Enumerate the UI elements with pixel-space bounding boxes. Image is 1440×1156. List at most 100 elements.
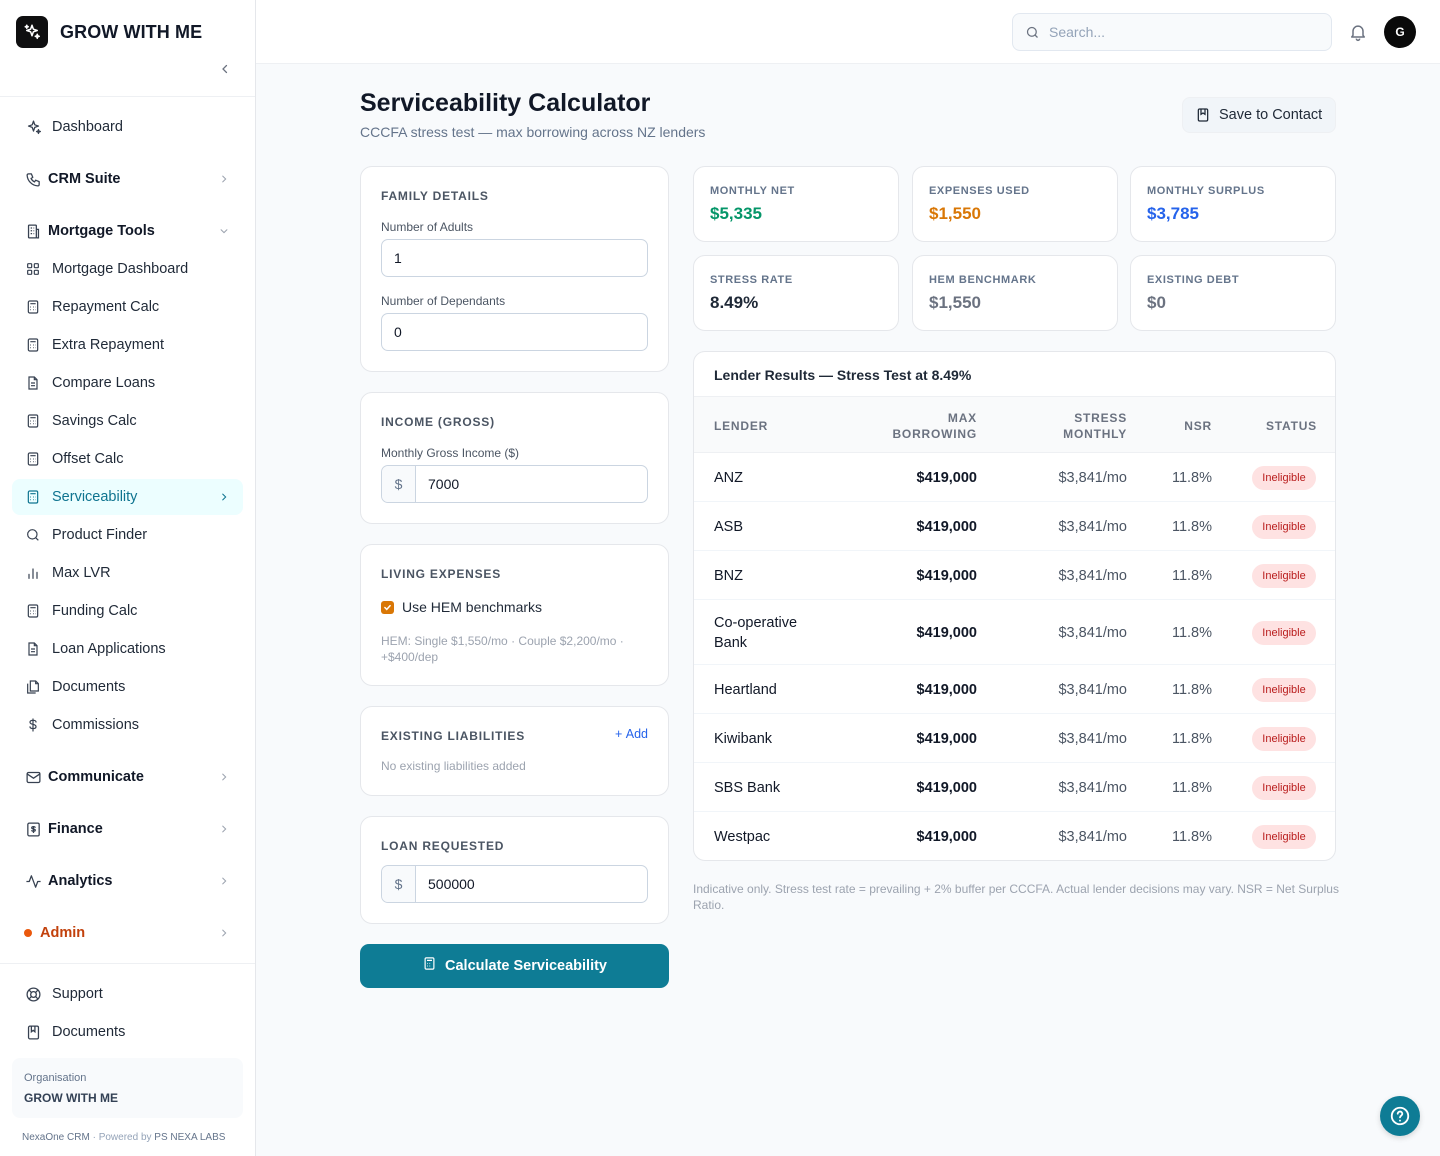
results-table-header: LENDER MAX BORROWING STRESS MONTHLY NSR ST… <box>694 396 1335 453</box>
adults-input[interactable] <box>394 240 634 276</box>
stress-monthly-cell: $3,841/mo <box>1058 567 1127 584</box>
dependants-input[interactable] <box>394 314 634 350</box>
lender-results-card: Lender Results — Stress Test at 8.49% LE… <box>693 351 1336 861</box>
stat-label: MONTHLY NET <box>710 185 795 197</box>
sidebar-group-admin[interactable]: Admin <box>12 915 243 951</box>
max-borrowing-cell: $419,000 <box>916 730 977 747</box>
loan-amount-field[interactable]: $ <box>381 865 648 903</box>
add-liability-button[interactable]: + Add <box>615 727 648 741</box>
table-row[interactable]: Westpac $419,000 $3,841/mo 11.8% Ineligible <box>694 812 1335 860</box>
mail-icon <box>24 768 42 786</box>
monthly-income-field[interactable]: $ <box>381 465 648 503</box>
living-expenses-card: LIVING EXPENSES Use HEM benchmarks HEM: … <box>360 544 669 686</box>
stat-value: $0 <box>1147 293 1166 312</box>
table-row[interactable]: Co-operative Bank $419,000 $3,841/mo 11.8% I… <box>694 600 1335 665</box>
sidebar-item-label: Extra Repayment <box>52 337 165 353</box>
table-row[interactable]: ANZ $419,000 $3,841/mo 11.8% Ineligible <box>694 453 1335 502</box>
hem-checkbox[interactable] <box>381 601 394 614</box>
lender-cell: Kiwibank <box>714 730 773 747</box>
stat-existing-debt: EXISTING DEBT $0 <box>1130 255 1336 331</box>
sidebar-item-product-finder[interactable]: Product Finder <box>12 517 243 553</box>
organisation-label: Organisation <box>24 1072 87 1084</box>
max-borrowing-cell: $419,000 <box>916 469 977 486</box>
nsr-cell: 11.8% <box>1171 828 1212 845</box>
sidebar-group-finance[interactable]: Finance <box>12 811 243 847</box>
user-avatar[interactable]: G <box>1384 16 1416 48</box>
dependants-field[interactable] <box>381 313 648 351</box>
sidebar-item-compare-loans[interactable]: Compare Loans <box>12 365 243 401</box>
calculator-icon <box>24 602 42 620</box>
collapse-sidebar-button[interactable] <box>216 60 234 78</box>
chevron-right-icon <box>217 874 231 888</box>
sidebar-item-mortgage-dashboard[interactable]: Mortgage Dashboard <box>12 251 243 287</box>
adults-field[interactable] <box>381 239 648 277</box>
hem-checkbox-label[interactable]: Use HEM benchmarks <box>402 599 543 615</box>
sidebar-group-mortgage-tools[interactable]: Mortgage Tools <box>12 213 243 249</box>
sidebar-item-label: Repayment Calc <box>52 299 160 315</box>
sidebar-item-repayment-calc[interactable]: Repayment Calc <box>12 289 243 325</box>
column-header-status: STATUS <box>1265 419 1317 433</box>
existing-liabilities-card: EXISTING LIABILITIES + Add No existing l… <box>360 706 669 796</box>
sidebar-item-commissions[interactable]: Commissions <box>12 707 243 743</box>
column-header-line: MAX <box>947 411 977 425</box>
sidebar-group-communicate[interactable]: Communicate <box>12 759 243 795</box>
chevron-down-icon <box>217 224 231 238</box>
chevron-right-icon <box>217 172 231 186</box>
dollar-icon <box>24 716 42 734</box>
sidebar-item-extra-repayment[interactable]: Extra Repayment <box>12 327 243 363</box>
sidebar-item-support[interactable]: Support <box>12 976 243 1012</box>
company-name: PS NEXA LABS <box>154 1132 226 1143</box>
monthly-income-input[interactable] <box>428 466 638 502</box>
table-row[interactable]: Heartland $419,000 $3,841/mo 11.8% Ineligibl… <box>694 665 1335 714</box>
disclaimer-note: Indicative only. Stress test rate = prev… <box>693 882 1339 912</box>
sidebar-item-funding-calc[interactable]: Funding Calc <box>12 593 243 629</box>
table-row[interactable]: Kiwibank $419,000 $3,841/mo 11.8% Ineligible <box>694 714 1335 763</box>
sidebar-item-max-lvr[interactable]: Max LVR <box>12 555 243 591</box>
help-button[interactable] <box>1380 1096 1420 1136</box>
table-row[interactable]: BNZ $419,000 $3,841/mo 11.8% Ineligible <box>694 551 1335 600</box>
max-borrowing-cell: $419,000 <box>916 779 977 796</box>
sidebar-divider <box>0 96 255 97</box>
sidebar-item-label: Dashboard <box>52 119 123 135</box>
sidebar-item-label: Commissions <box>52 717 140 733</box>
brand[interactable]: GROW WITH ME <box>16 16 202 48</box>
calculator-icon <box>24 298 42 316</box>
nsr-cell: 11.8% <box>1171 779 1212 796</box>
stat-label: MONTHLY SURPLUS <box>1147 185 1265 197</box>
calculator-icon <box>24 412 42 430</box>
admin-dot-icon <box>24 929 32 937</box>
brand-name: GROW WITH ME <box>60 21 203 42</box>
income-title: INCOME (GROSS) <box>381 415 495 429</box>
sidebar-item-label: Savings Calc <box>52 413 137 429</box>
table-row[interactable]: SBS Bank $419,000 $3,841/mo 11.8% Ineligible <box>694 763 1335 812</box>
stat-monthly-surplus: MONTHLY SURPLUS $3,785 <box>1130 166 1336 242</box>
document-icon <box>24 374 42 392</box>
sidebar-group-analytics[interactable]: Analytics <box>12 863 243 899</box>
table-row[interactable]: ASB $419,000 $3,841/mo 11.8% Ineligible <box>694 502 1335 551</box>
stress-monthly-cell: $3,841/mo <box>1058 828 1127 845</box>
save-to-contact-button[interactable]: Save to Contact <box>1182 97 1336 133</box>
sidebar-group-crm-suite[interactable]: CRM Suite <box>12 161 243 197</box>
sidebar-divider <box>0 963 255 964</box>
max-borrowing-cell: $419,000 <box>916 567 977 584</box>
loan-amount-input[interactable] <box>428 866 638 902</box>
sidebar-item-serviceability[interactable]: Serviceability <box>12 479 243 515</box>
search-box[interactable] <box>1012 13 1332 51</box>
bell-icon[interactable] <box>1348 22 1368 47</box>
sidebar-item-savings-calc[interactable]: Savings Calc <box>12 403 243 439</box>
sidebar-item-label: Documents <box>52 1024 126 1040</box>
stress-monthly-cell: $3,841/mo <box>1058 469 1127 486</box>
sidebar-item-documents[interactable]: Documents <box>12 669 243 705</box>
loan-requested-card: LOAN REQUESTED $ <box>360 816 669 924</box>
stress-monthly-cell: $3,841/mo <box>1058 730 1127 747</box>
sidebar-item-loan-applications[interactable]: Loan Applications <box>12 631 243 667</box>
organisation-box[interactable]: Organisation GROW WITH ME <box>12 1058 243 1118</box>
search-input[interactable] <box>1049 14 1319 50</box>
app-name: NexaOne CRM <box>22 1132 90 1143</box>
sidebar-item-dashboard[interactable]: Dashboard <box>12 109 243 145</box>
sidebar-item-offset-calc[interactable]: Offset Calc <box>12 441 243 477</box>
lender-cell: ANZ <box>714 469 743 486</box>
chevron-right-icon <box>217 490 231 504</box>
calculate-serviceability-button[interactable]: Calculate Serviceability <box>360 944 669 988</box>
sidebar-item-documents-footer[interactable]: Documents <box>12 1014 243 1050</box>
